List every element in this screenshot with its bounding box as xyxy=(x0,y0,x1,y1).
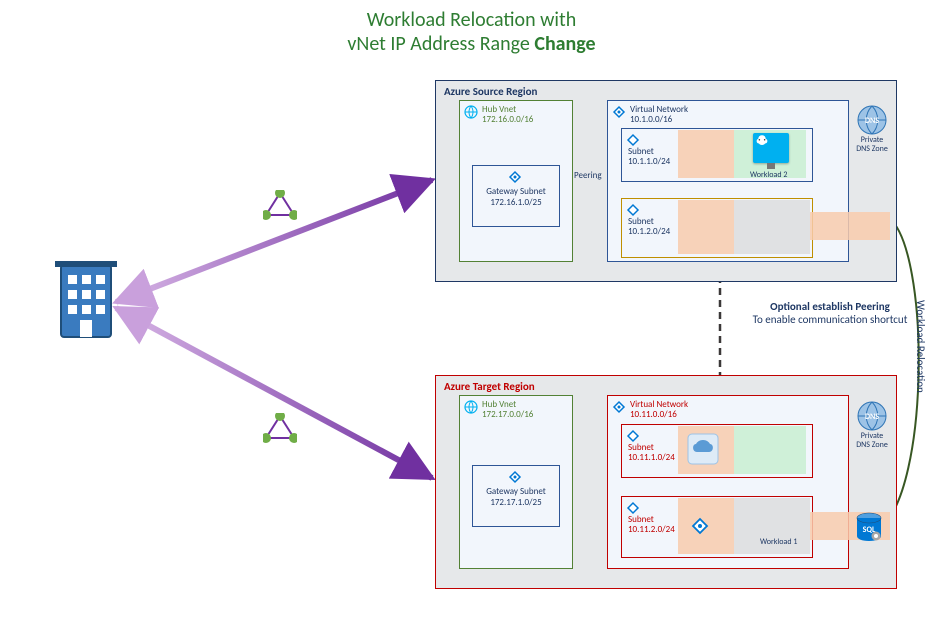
vnet-icon xyxy=(464,105,478,119)
highlight-src-sn1-peach xyxy=(678,130,734,178)
source-subnet2-label: Subnet10.1.2.0/24 xyxy=(628,217,670,237)
link-building-to-target xyxy=(116,308,432,478)
highlight-src-sn2-grey xyxy=(734,200,810,254)
highlight-src-overflow-peach xyxy=(810,212,890,240)
subnet-icon xyxy=(626,501,640,515)
highlight-src-sn2-peach xyxy=(678,200,734,254)
target-vnet-title: Virtual Network10.11.0.0/16 xyxy=(630,400,688,420)
target-gw-label: Gateway Subnet172.17.1.0/25 xyxy=(473,486,559,508)
source-hub-title: Hub Vnet172.16.0.0/16 xyxy=(482,105,533,125)
vnet-icon xyxy=(612,400,626,414)
source-subnet1-label: Subnet10.1.1.0/24 xyxy=(628,147,670,167)
svg-text:DNS: DNS xyxy=(865,116,879,126)
highlight-tgt-sn1-green xyxy=(734,426,806,474)
vnet-icon xyxy=(612,105,626,119)
target-subnet1-label: Subnet10.11.1.0/24 xyxy=(628,443,675,463)
peering-label-source: Peering xyxy=(574,170,602,181)
optional-peering-text: Optional establish Peering To enable com… xyxy=(730,300,930,326)
workload2-label: Workload 2 xyxy=(750,170,787,180)
subnet-icon xyxy=(508,470,522,484)
target-hub-title: Hub Vnet172.17.0.0/16 xyxy=(482,400,533,420)
source-gateway-subnet: Gateway Subnet172.16.1.0/25 xyxy=(472,165,560,227)
source-region-label: Azure Source Region xyxy=(444,85,537,98)
target-dns-label: Private DNS Zone xyxy=(855,432,889,450)
diagram-stage: { "title_line1": "Workload Relocation wi… xyxy=(0,0,943,617)
source-gw-label: Gateway Subnet172.16.1.0/25 xyxy=(473,186,559,208)
target-subnet2-label: Subnet10.11.2.0/24 xyxy=(628,515,675,535)
workload-relocation-label: Workload Relocation xyxy=(914,300,927,393)
workload1-label: Workload 1 xyxy=(760,537,797,547)
subnet-icon xyxy=(626,133,640,147)
vm-workload2-icon xyxy=(753,133,789,163)
subnet-icon xyxy=(508,170,522,184)
target-region-label: Azure Target Region xyxy=(444,380,535,393)
svg-text:DNS: DNS xyxy=(865,412,879,422)
vnet-icon xyxy=(464,400,478,414)
subnet-icon xyxy=(626,429,640,443)
target-gateway-subnet: Gateway Subnet172.17.1.0/25 xyxy=(472,465,560,527)
subnet-icon xyxy=(626,203,640,217)
source-dns-label: Private DNS Zone xyxy=(855,136,889,154)
sql-icon: SQL xyxy=(854,512,882,540)
source-vnet-title: Virtual Network10.1.0.0/16 xyxy=(630,105,688,125)
